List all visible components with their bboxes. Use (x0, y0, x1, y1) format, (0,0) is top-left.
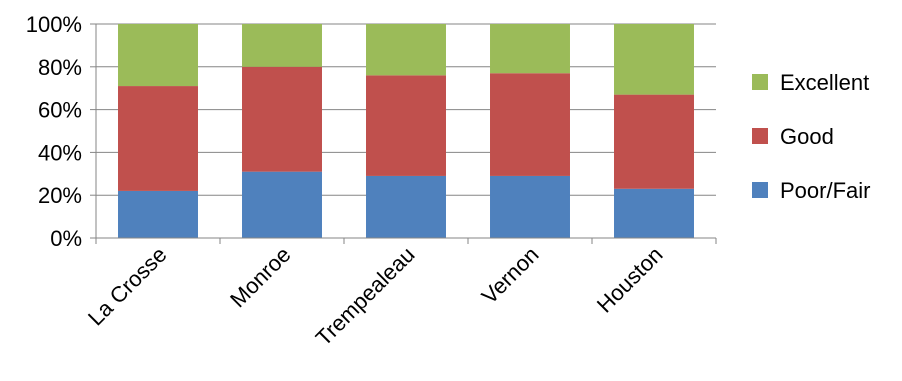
axes (90, 23, 717, 244)
bar-la-crosse-poor-fair (118, 190, 198, 238)
bar-houston-good (614, 94, 694, 189)
bar-vernon-excellent (490, 24, 570, 74)
bar-houston-poor-fair (614, 188, 694, 238)
x-tick-label-trempealeau: Trempealeau (311, 242, 420, 351)
bar-trempealeau-poor-fair (366, 175, 446, 238)
bars-group (118, 24, 694, 238)
legend: Excellent Good Poor/Fair (752, 70, 870, 203)
bar-trempealeau-excellent (366, 24, 446, 76)
bar-la-crosse-excellent (118, 24, 198, 87)
legend-swatch-excellent (752, 74, 768, 90)
x-tick-label-vernon: Vernon (477, 242, 544, 309)
y-tick-label: 60% (38, 98, 82, 123)
y-tick-label: 40% (38, 140, 82, 165)
x-axis-ticks: La Crosse Monroe Trempealeau Vernon Houston (83, 242, 668, 351)
y-tick-label: 100% (26, 12, 82, 37)
y-axis-ticks: 0% 20% 40% 60% 80% 100% (26, 12, 82, 251)
y-tick-label: 80% (38, 55, 82, 80)
x-tick-label-houston: Houston (592, 242, 668, 318)
legend-swatch-good (752, 128, 768, 144)
x-tick-label-la-crosse: La Crosse (83, 242, 172, 331)
y-tick-label: 0% (50, 226, 82, 251)
bar-trempealeau-good (366, 75, 446, 176)
legend-label-excellent: Excellent (780, 70, 869, 95)
legend-label-good: Good (780, 124, 834, 149)
legend-swatch-poor-fair (752, 182, 768, 198)
bar-vernon-poor-fair (490, 175, 570, 238)
bar-vernon-good (490, 73, 570, 176)
legend-label-poor-fair: Poor/Fair (780, 178, 870, 203)
bar-monroe-poor-fair (242, 171, 322, 238)
x-tick-label-monroe: Monroe (225, 242, 295, 312)
bar-monroe-good (242, 66, 322, 172)
bar-houston-excellent (614, 24, 694, 95)
y-tick-label: 20% (38, 183, 82, 208)
bar-la-crosse-good (118, 86, 198, 191)
bar-monroe-excellent (242, 24, 322, 67)
